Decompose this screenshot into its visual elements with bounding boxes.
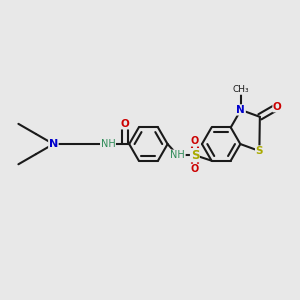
Text: CH₃: CH₃ bbox=[232, 85, 249, 94]
Text: NH: NH bbox=[100, 139, 115, 149]
Text: O: O bbox=[191, 136, 199, 146]
Text: N: N bbox=[236, 105, 245, 115]
Text: O: O bbox=[121, 119, 130, 129]
Text: NH: NH bbox=[170, 150, 185, 160]
Text: S: S bbox=[256, 146, 263, 156]
Text: O: O bbox=[273, 102, 282, 112]
Text: S: S bbox=[190, 149, 199, 162]
Text: N: N bbox=[49, 139, 58, 149]
Text: O: O bbox=[191, 164, 199, 174]
